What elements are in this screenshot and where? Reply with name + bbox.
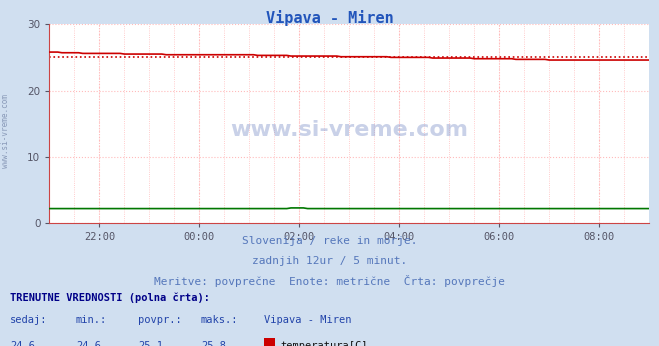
Text: temperatura[C]: temperatura[C] [281, 341, 368, 346]
Text: Slovenija / reke in morje.: Slovenija / reke in morje. [242, 236, 417, 246]
Text: Vipava - Miren: Vipava - Miren [264, 315, 351, 325]
Text: www.si-vreme.com: www.si-vreme.com [1, 94, 10, 169]
Text: maks.:: maks.: [201, 315, 239, 325]
Text: zadnjih 12ur / 5 minut.: zadnjih 12ur / 5 minut. [252, 256, 407, 266]
Text: 25,8: 25,8 [201, 341, 226, 346]
Text: min.:: min.: [76, 315, 107, 325]
Text: 24,6: 24,6 [10, 341, 35, 346]
Text: sedaj:: sedaj: [10, 315, 47, 325]
Text: povpr.:: povpr.: [138, 315, 182, 325]
Text: Meritve: povprečne  Enote: metrične  Črta: povprečje: Meritve: povprečne Enote: metrične Črta:… [154, 275, 505, 288]
Text: Vipava - Miren: Vipava - Miren [266, 10, 393, 26]
Text: www.si-vreme.com: www.si-vreme.com [230, 120, 469, 140]
Text: 24,6: 24,6 [76, 341, 101, 346]
Text: TRENUTNE VREDNOSTI (polna črta):: TRENUTNE VREDNOSTI (polna črta): [10, 292, 210, 303]
Text: 25,1: 25,1 [138, 341, 163, 346]
